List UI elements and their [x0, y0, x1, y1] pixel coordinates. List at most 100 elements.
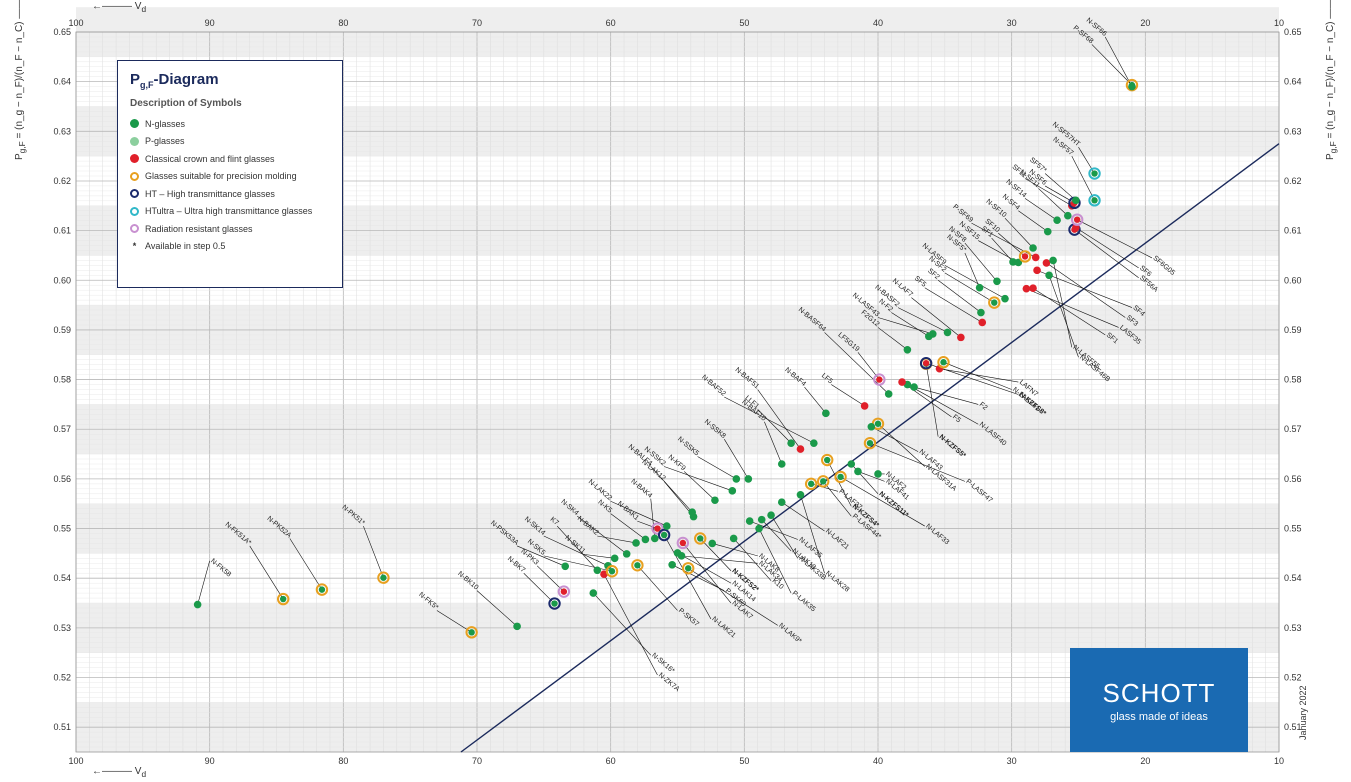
point-ring — [1018, 250, 1032, 263]
glass-point — [679, 539, 687, 547]
x-tick-bottom: 40 — [873, 756, 883, 766]
leader-line — [781, 501, 825, 532]
y-tick-left: 0.62 — [53, 176, 71, 186]
leader-line — [1048, 275, 1079, 358]
glass-point — [668, 561, 676, 569]
leader-line — [683, 471, 716, 501]
glass-point — [729, 534, 738, 543]
point-ring — [873, 373, 886, 386]
leader-line — [991, 237, 1014, 263]
leader-line — [1026, 288, 1119, 328]
leader-line — [523, 573, 555, 604]
leader-line — [925, 363, 939, 437]
x-tick-top: 80 — [338, 18, 348, 28]
glass-point — [807, 480, 815, 488]
glass-point — [977, 308, 985, 317]
leader-line — [761, 519, 792, 552]
leader-line — [610, 513, 646, 540]
leader-line — [663, 534, 712, 620]
glass-label: F2 — [978, 401, 989, 412]
legend-item-n-glasses: N-glasses — [130, 115, 330, 133]
label-leaders — [197, 36, 1153, 676]
leader-line — [664, 466, 733, 492]
leader-line — [1074, 229, 1139, 279]
x-tick-bottom: 70 — [472, 756, 482, 766]
x-tick-top: 40 — [873, 18, 883, 28]
leader-line — [603, 574, 658, 676]
glass-point — [1045, 271, 1053, 280]
leader-line — [869, 442, 965, 482]
glass-point — [728, 487, 737, 495]
leader-line — [1077, 219, 1153, 259]
point-ring — [694, 532, 707, 545]
leader-line — [914, 386, 979, 405]
leader-line — [911, 297, 962, 338]
point-ring — [377, 571, 390, 584]
leader-line — [944, 272, 995, 303]
point-ring — [465, 626, 478, 639]
legend-box: Pg,F-Diagram Description of Symbols N-gl… — [117, 60, 343, 288]
leader-line — [597, 535, 637, 544]
glass-point — [767, 511, 775, 519]
y-tick-right: 0.65 — [1284, 27, 1302, 37]
leader-line — [724, 439, 749, 480]
glass-point — [755, 524, 763, 533]
leader-line — [663, 481, 694, 517]
glass-point — [745, 517, 754, 525]
y-tick-right: 0.53 — [1284, 623, 1302, 633]
leader-line — [610, 500, 667, 527]
red-dot-icon — [130, 154, 139, 164]
leader-line — [1032, 287, 1106, 336]
glass-point — [796, 490, 805, 499]
point-ring — [919, 357, 933, 370]
glass-point — [874, 420, 882, 427]
point-ring — [863, 436, 877, 450]
x-tick-top: 70 — [472, 18, 482, 28]
leader-line — [682, 542, 732, 604]
leader-line — [700, 538, 732, 571]
glass-point — [608, 568, 616, 575]
violet-ring-icon — [130, 224, 139, 234]
leader-line — [891, 312, 929, 337]
glass-point — [1049, 256, 1057, 265]
glass-point — [824, 456, 831, 464]
legend-item-htultra: HTultra – Ultra high transmittance glass… — [130, 203, 330, 221]
glass-point — [513, 622, 521, 631]
legend-item-p-glasses: P-glasses — [130, 133, 330, 151]
y-tick-right: 0.61 — [1284, 226, 1302, 236]
glass-point — [650, 534, 659, 543]
leader-line — [249, 545, 284, 600]
leader-line — [901, 381, 952, 418]
glass-point — [318, 586, 326, 593]
leader-line — [688, 568, 778, 626]
leader-line — [637, 520, 658, 529]
glass-point — [884, 390, 893, 398]
point-ring — [651, 522, 664, 535]
y-tick-left: 0.56 — [53, 474, 71, 484]
x-tick-bottom: 60 — [606, 756, 616, 766]
glass-point — [1053, 216, 1061, 224]
glass-label: K7 — [549, 516, 560, 527]
leader-line — [650, 466, 693, 513]
leader-line — [831, 384, 865, 407]
point-ring — [681, 562, 695, 575]
x-tick-top: 20 — [1140, 18, 1150, 28]
y-tick-left: 0.59 — [53, 325, 71, 335]
glass-point — [610, 554, 619, 563]
leader-line — [800, 494, 825, 574]
glass-point — [1001, 294, 1009, 303]
x-tick-top: 10 — [1274, 18, 1284, 28]
x-tick-bottom: 80 — [338, 756, 348, 766]
leader-line — [1071, 156, 1095, 201]
glass-point — [688, 508, 697, 516]
glass-label: F5 — [951, 414, 962, 425]
leader-line — [826, 459, 852, 507]
point-ring — [1088, 167, 1101, 180]
y-tick-left: 0.52 — [53, 673, 71, 683]
x-axis-label-bottom: ←——— Vd — [92, 766, 147, 779]
glass-point — [991, 299, 998, 306]
y-tick-left: 0.57 — [53, 424, 71, 434]
legend-item-ht: HT – High transmittance glasses — [130, 185, 330, 203]
glass-point — [1043, 227, 1052, 236]
glass-point — [663, 522, 671, 530]
